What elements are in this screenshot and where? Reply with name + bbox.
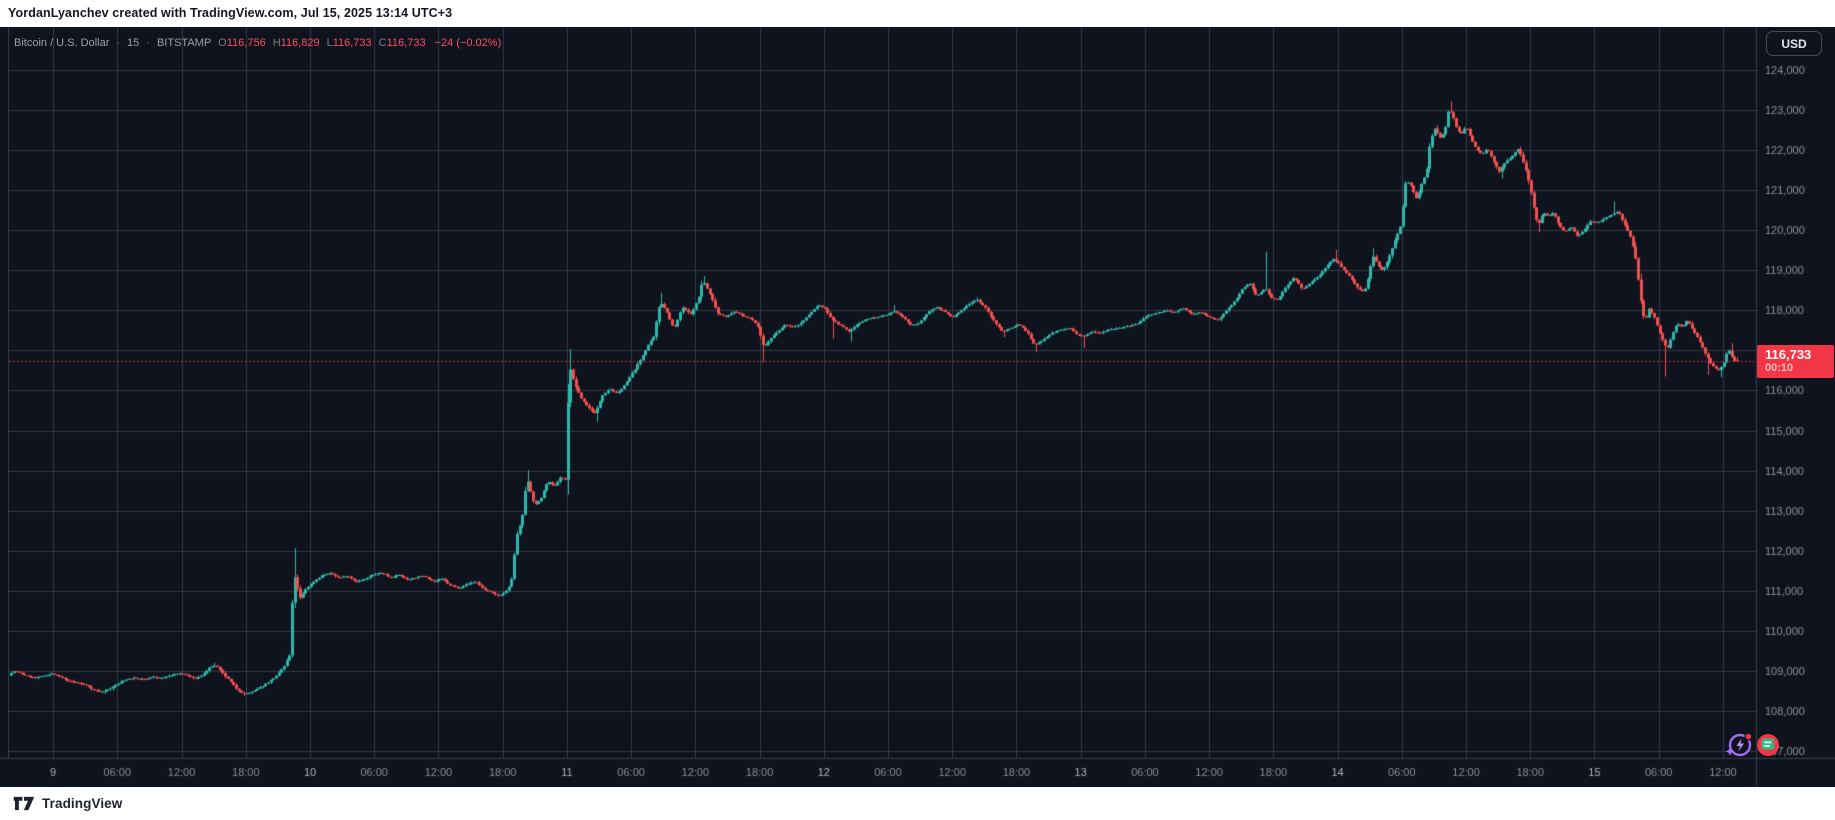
open-label: O (218, 37, 227, 49)
widget-icon[interactable] (1757, 734, 1779, 756)
open-value-group: O 116,756 (218, 37, 266, 49)
open-value: 116,756 (226, 37, 266, 49)
high-value-group: H 116,829 (273, 37, 320, 49)
interval-label[interactable]: 15 (127, 37, 140, 49)
last-price-value: 116,733 (1765, 347, 1812, 363)
tradingview-wordmark[interactable]: TradingView (42, 796, 123, 811)
high-label: H (272, 37, 281, 49)
symbol-title[interactable]: Bitcoin / U.S. Dollar (14, 37, 110, 49)
exchange-label[interactable]: BITSTAMP (156, 37, 212, 49)
change-label: −24 (−0.02%) (434, 37, 502, 49)
close-value-group: C 116,733 (379, 37, 426, 49)
low-value-group: L 116,733 (327, 37, 372, 49)
candle-countdown: 00:10 (1765, 362, 1794, 375)
legend-separator: · (146, 37, 150, 49)
high-value: 116,829 (280, 37, 320, 49)
footer-bar: TradingView (0, 787, 1835, 820)
low-value: 116,733 (332, 37, 372, 49)
legend-separator: · (116, 37, 121, 49)
currency-toggle-button[interactable]: USD (1766, 31, 1822, 56)
close-label: C (378, 37, 387, 49)
header-bar: YordanLyanchev created with TradingView.… (0, 0, 1835, 27)
tradingview-logo-icon[interactable] (13, 796, 35, 811)
floating-widgets (1723, 730, 1783, 760)
candlestick-chart[interactable] (0, 27, 1835, 787)
header-attribution: YordanLyanchev created with TradingView.… (8, 6, 453, 20)
last-price-label: 116,733 00:10 (1757, 345, 1834, 379)
low-label: L (326, 37, 333, 49)
close-value: 116,733 (386, 37, 426, 49)
flash-boost-icon[interactable] (1725, 732, 1753, 757)
